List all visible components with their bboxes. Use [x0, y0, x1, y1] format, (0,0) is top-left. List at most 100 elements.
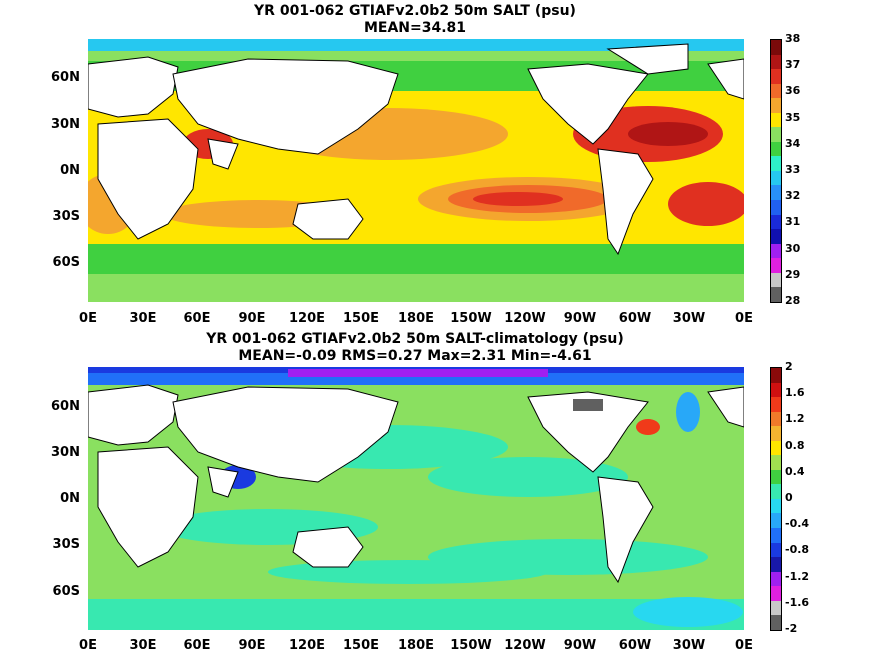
top-colorbar-segment [771, 287, 781, 302]
bottom-colorbar-tick-label: -1.6 [785, 595, 810, 609]
top-map-canvas [88, 39, 744, 302]
bottom-lon-label: 0E [735, 638, 753, 653]
bottom-salinity-anomaly-map [88, 367, 744, 630]
top-lon-label: 150W [450, 311, 492, 326]
bottom-lat-0n: 0N [60, 491, 80, 506]
top-colorbar-segment [771, 127, 781, 142]
top-colorbar-segment [771, 40, 781, 55]
top-colorbar-tick-label: 35 [785, 110, 801, 124]
top-colorbar-segment [771, 272, 781, 288]
bottom-colorbar-segment [771, 455, 781, 470]
top-lat-60s: 60S [52, 255, 80, 270]
bottom-colorbar-segment [771, 615, 781, 630]
top-lon-label: 60W [618, 311, 652, 326]
top-title-line1: YR 001-062 GTIAFv2.0b2 50m SALT (psu) [254, 3, 576, 19]
top-colorbar-segment [771, 54, 781, 70]
bottom-lon-label: 120W [504, 638, 546, 653]
bottom-lon-label: 0E [79, 638, 97, 653]
bottom-colorbar-tick-label: 0.4 [785, 464, 805, 478]
top-colorbar-segment [771, 156, 781, 171]
bottom-colorbar-segment [771, 528, 781, 543]
bottom-colorbar-segment [771, 397, 781, 412]
top-colorbar-segment [771, 214, 781, 230]
bottom-colorbar-segment [771, 426, 781, 441]
bottom-colorbar-segment [771, 542, 781, 558]
bottom-lon-label: 180E [397, 638, 435, 653]
top-colorbar-segment [771, 83, 781, 99]
bottom-lon-label: 150W [450, 638, 492, 653]
bottom-title-line2: MEAN=-0.09 RMS=0.27 Max=2.31 Min=-4.61 [238, 348, 592, 364]
bottom-lat-30s: 30S [52, 537, 80, 552]
top-colorbar-segment [771, 69, 781, 84]
bottom-colorbar-tick-label: -0.8 [785, 543, 810, 557]
top-colorbar-segment [771, 112, 781, 128]
top-colorbar [770, 39, 782, 303]
bottom-colorbar-tick-label: -2 [785, 622, 798, 635]
top-salinity-map [88, 39, 744, 302]
top-lon-label: 0E [79, 311, 97, 326]
bottom-colorbar-segment [771, 498, 781, 514]
top-colorbar-tick-label: 29 [785, 267, 801, 281]
bottom-lon-label: 90W [563, 638, 597, 653]
top-lat-30n: 30N [51, 117, 80, 132]
bottom-colorbar-tick-label: -0.4 [785, 517, 810, 531]
bottom-colorbar-tick-label: 0.8 [785, 438, 805, 452]
top-colorbar-segment [771, 185, 781, 201]
bottom-lon-label: 90E [238, 638, 266, 653]
bottom-lon-label: 120E [288, 638, 326, 653]
top-colorbar-tick-label: 38 [785, 32, 801, 45]
bottom-lon-label: 30E [129, 638, 157, 653]
bottom-colorbar-tick-label: 2 [785, 360, 793, 373]
top-lon-label: 90W [563, 311, 597, 326]
bottom-colorbar-tick-label: 0 [785, 491, 793, 504]
top-colorbar-tick-label: 34 [785, 136, 801, 150]
bottom-colorbar-tick-label: 1.6 [785, 386, 805, 400]
top-colorbar-tick-label: 37 [785, 58, 801, 72]
top-colorbar-segment [771, 170, 781, 186]
bottom-lon-label: 60E [183, 638, 211, 653]
bottom-colorbar-segment [771, 600, 781, 616]
bottom-lon-label: 150E [342, 638, 380, 653]
bottom-title-line1: YR 001-062 GTIAFv2.0b2 50m SALT-climatol… [206, 331, 624, 347]
top-colorbar-tick-label: 31 [785, 215, 801, 229]
top-lon-label: 90E [238, 311, 266, 326]
top-lon-label: 60E [183, 311, 211, 326]
bottom-colorbar [770, 367, 782, 631]
top-title-line2: MEAN=34.81 [363, 20, 467, 36]
bottom-lon-label: 60W [618, 638, 652, 653]
top-colorbar-tick-label: 28 [785, 294, 801, 307]
top-lat-0n: 0N [60, 163, 80, 178]
bottom-colorbar-segment [771, 382, 781, 398]
top-colorbar-tick-label: 30 [785, 241, 801, 255]
top-colorbar-segment [771, 243, 781, 259]
bottom-colorbar-segment [771, 484, 781, 499]
bottom-colorbar-segment [771, 368, 781, 383]
top-lon-label: 30E [129, 311, 157, 326]
bottom-colorbar-segment [771, 571, 781, 587]
top-colorbar-segment [771, 258, 781, 273]
top-colorbar-segment [771, 229, 781, 244]
bottom-lon-label: 30W [672, 638, 706, 653]
top-colorbar-segment [771, 141, 781, 157]
top-lon-label: 30W [672, 311, 706, 326]
bottom-colorbar-tick-label: -1.2 [785, 569, 810, 583]
top-lon-label: 0E [735, 311, 753, 326]
top-lat-30s: 30S [52, 209, 80, 224]
bottom-colorbar-segment [771, 469, 781, 485]
bottom-lat-60s: 60S [52, 584, 80, 599]
bottom-lat-30n: 30N [51, 445, 80, 460]
top-lon-label: 180E [397, 311, 435, 326]
top-colorbar-tick-label: 36 [785, 84, 801, 98]
bottom-colorbar-segment [771, 513, 781, 529]
bottom-colorbar-segment [771, 411, 781, 427]
top-colorbar-tick-label: 33 [785, 163, 801, 176]
top-lon-label: 120W [504, 311, 546, 326]
top-lat-60n: 60N [51, 70, 80, 85]
bottom-colorbar-segment [771, 440, 781, 456]
top-lon-label: 120E [288, 311, 326, 326]
bottom-colorbar-segment [771, 557, 781, 572]
top-colorbar-tick-label: 32 [785, 189, 801, 203]
top-lon-label: 150E [342, 311, 380, 326]
bottom-colorbar-tick-label: 1.2 [785, 412, 805, 426]
bottom-map-canvas [88, 367, 744, 630]
